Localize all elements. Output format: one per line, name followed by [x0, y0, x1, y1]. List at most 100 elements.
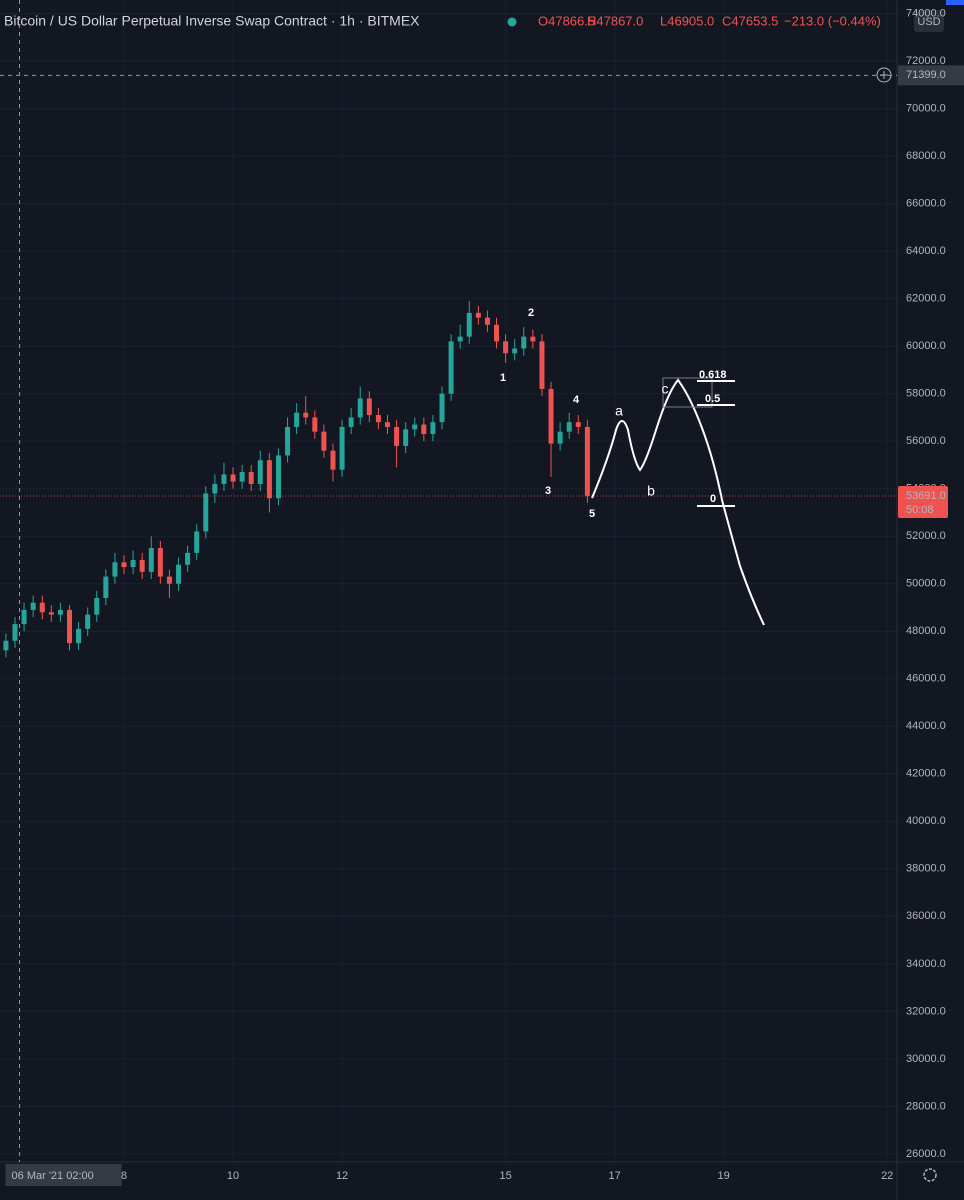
wave-label: b [647, 483, 655, 499]
y-tick-label: 74000.0 [906, 7, 946, 19]
wave-label: 5 [589, 508, 595, 520]
y-tick-label: 56000.0 [906, 435, 946, 447]
y-tick-label: 70000.0 [906, 102, 946, 114]
y-tick-label: 38000.0 [906, 863, 946, 875]
candle-body [539, 341, 545, 389]
candle-body [566, 422, 572, 432]
fib-label: 0.5 [705, 393, 720, 405]
candle-body [121, 562, 127, 568]
y-tick-label: 68000.0 [906, 150, 946, 162]
ohlc-value: H47867.0 [587, 13, 643, 28]
wave-label: a [615, 403, 623, 419]
candle-body [130, 559, 136, 568]
wave-label: 4 [573, 394, 580, 406]
candle-body [494, 324, 500, 342]
candle-body [176, 564, 182, 584]
candle-body [330, 450, 336, 470]
candle-body [421, 424, 427, 435]
last-price: 53691.0 [906, 490, 946, 502]
candle-body [57, 609, 63, 615]
candle-body [12, 624, 18, 641]
candle-body [521, 336, 527, 349]
candle-body [85, 614, 91, 629]
candle-body [439, 393, 445, 423]
x-tick-label: 8 [121, 1170, 127, 1182]
candle-body [503, 341, 509, 354]
candle-body [67, 609, 73, 644]
crosshair-price-box [898, 65, 964, 86]
candle-body [557, 431, 563, 444]
y-tick-label: 26000.0 [906, 1148, 946, 1160]
fib-label: 0 [710, 493, 716, 505]
candle-body [303, 412, 309, 418]
candle-body [30, 602, 36, 610]
ohlc-value: L46905.0 [660, 13, 714, 28]
x-tick-label: 15 [499, 1170, 511, 1182]
y-tick-label: 42000.0 [906, 768, 946, 780]
candle-body [394, 426, 400, 446]
last-price-box [898, 486, 948, 519]
candle-body [94, 597, 100, 615]
currency: USD [917, 16, 940, 28]
candle-body [257, 460, 263, 484]
candle-body [475, 312, 481, 318]
x-tick-label: 19 [718, 1170, 730, 1182]
ohlc-value: −213.0 (−0.44%) [784, 13, 881, 28]
candle-body [348, 417, 354, 427]
candle-body [412, 424, 418, 430]
candle-body [584, 426, 590, 496]
corner-indicator [946, 0, 964, 5]
y-tick-label: 62000.0 [906, 293, 946, 305]
y-tick-label: 52000.0 [906, 530, 946, 542]
fib-label: 0.618 [699, 369, 727, 381]
candle-body [212, 483, 218, 494]
candle-body [266, 460, 272, 499]
settings-button[interactable] [923, 1168, 937, 1182]
candle-body [575, 422, 581, 427]
candle-body [248, 472, 254, 484]
status-dot [507, 17, 517, 27]
candle-body [239, 472, 245, 482]
candle-body [103, 576, 109, 598]
candle-body [375, 415, 381, 423]
candle-body [384, 422, 390, 427]
wave-label: 1 [500, 372, 506, 384]
y-tick-label: 58000.0 [906, 388, 946, 400]
candle-body [339, 426, 345, 470]
y-tick-label: 66000.0 [906, 198, 946, 210]
candle-body [48, 612, 54, 615]
y-tick-label: 28000.0 [906, 1100, 946, 1112]
candle-body [466, 312, 472, 337]
wave-projection [591, 378, 765, 626]
y-tick-label: 32000.0 [906, 1005, 946, 1017]
candle-body [221, 474, 227, 484]
wave-label: 3 [545, 485, 551, 497]
crosshair-time-box [5, 1164, 122, 1186]
ohlc-value: C47653.5 [722, 13, 778, 28]
candle-body [148, 548, 154, 572]
candle-body [112, 562, 118, 577]
candle-body [321, 431, 327, 451]
candles [3, 301, 590, 658]
candle-body [39, 602, 45, 613]
candle-body [448, 341, 454, 394]
candle-body [512, 348, 518, 354]
ohlc-value: O47866.5 [538, 13, 595, 28]
y-tick-label: 72000.0 [906, 55, 946, 67]
candle-body [21, 609, 27, 625]
candle-body [457, 336, 463, 342]
candle-body [403, 429, 409, 446]
chart-title: Bitcoin / US Dollar Perpetual Inverse Sw… [4, 13, 420, 29]
crosshair-time: 06 Mar '21 02:00 [12, 1170, 94, 1182]
candle-body [430, 422, 436, 435]
candle-body [157, 548, 163, 577]
candle-body [275, 455, 281, 499]
x-tick-label: 17 [609, 1170, 621, 1182]
currency-badge[interactable] [914, 10, 944, 32]
fib-box [662, 377, 713, 408]
y-tick-label: 48000.0 [906, 625, 946, 637]
y-tick-label: 60000.0 [906, 340, 946, 352]
candle-body [294, 412, 300, 427]
